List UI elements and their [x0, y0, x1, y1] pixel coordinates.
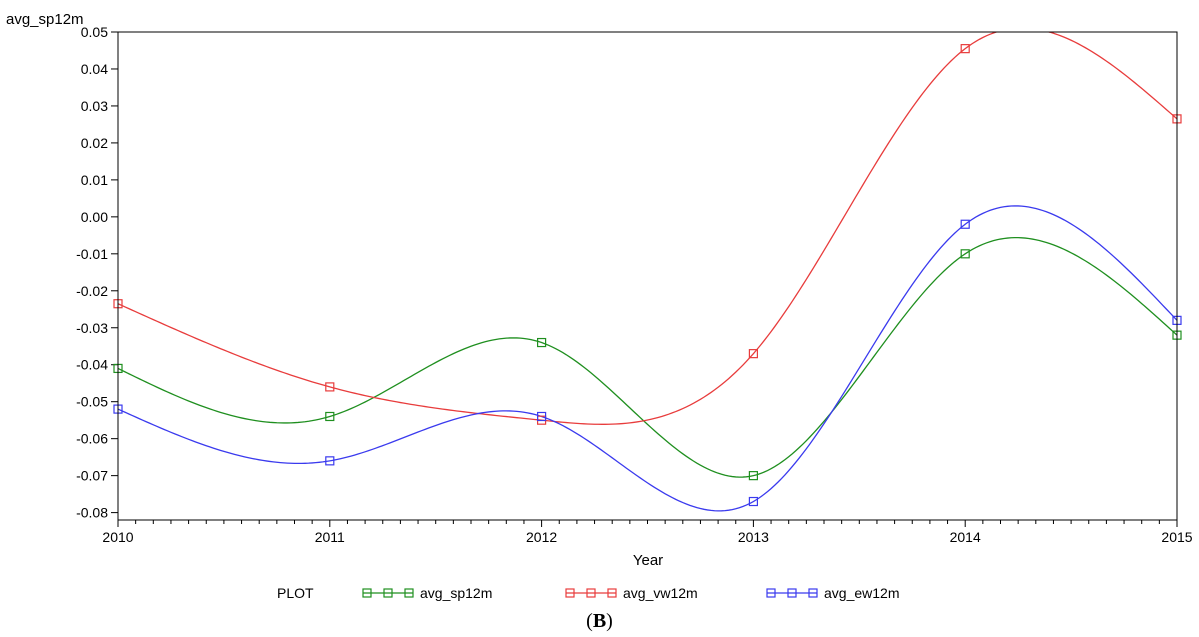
- data-point-avg_ew12m: [325, 456, 335, 466]
- legend-entry-avg_ew12m: avg_ew12m: [766, 585, 900, 601]
- y-tick-label: -0.08: [76, 505, 108, 521]
- x-tick-label: 2012: [526, 529, 557, 545]
- legend-swatch-marker: [404, 588, 414, 598]
- caption-close-paren: ): [606, 610, 613, 632]
- caption-letter: B: [593, 610, 606, 632]
- x-tick-label: 2014: [950, 529, 981, 545]
- figure-caption: (B): [586, 610, 613, 632]
- y-tick-label: 0.00: [81, 209, 108, 225]
- legend-swatch-marker: [586, 588, 596, 598]
- legend-title: PLOT: [277, 585, 314, 601]
- y-tick-label: -0.04: [76, 357, 108, 373]
- x-axis-title: Year: [633, 552, 663, 569]
- data-point-avg_ew12m: [960, 219, 970, 229]
- data-point-avg_sp12m: [325, 411, 335, 422]
- y-tick-label: 0.03: [81, 98, 108, 114]
- y-tick-label: -0.06: [76, 431, 108, 447]
- y-axis-ticks: 0.05 0.04 0.03 0.02 0.01 0.00 -0.01 -0.02 -0.03 -…: [76, 24, 118, 521]
- data-point-avg_vw12m: [960, 44, 970, 54]
- y-tick-label: -0.07: [76, 468, 108, 484]
- legend-swatch-marker: [808, 588, 818, 598]
- legend-swatch-marker: [787, 588, 797, 598]
- x-axis-ticks: 2010 2011 2012 2013 2014 2015: [102, 520, 1193, 545]
- caption-open-paren: (: [586, 610, 593, 632]
- series-line-avg_sp12m: [118, 236, 1177, 478]
- plot-lines: [118, 32, 1177, 512]
- series-line-avg_ew12m: [118, 205, 1177, 512]
- y-tick-label: -0.02: [76, 283, 108, 299]
- legend-swatch-marker: [565, 588, 575, 598]
- data-point-avg_sp12m: [748, 471, 759, 481]
- legend-label: avg_sp12m: [420, 585, 492, 601]
- legend-swatch-marker: [383, 588, 393, 598]
- data-point-avg_sp12m: [960, 249, 970, 259]
- x-tick-label: 2011: [315, 529, 345, 545]
- y-tick-label: -0.03: [76, 320, 108, 336]
- series-line-avg_vw12m: [118, 32, 1177, 425]
- y-tick-label: 0.04: [81, 61, 108, 77]
- data-point-avg_vw12m: [748, 349, 759, 359]
- plot-markers: [113, 44, 1182, 507]
- legend-swatch-marker: [362, 588, 372, 598]
- x-tick-label: 2015: [1161, 529, 1192, 545]
- plot-frame: [117, 31, 1178, 521]
- x-tick-label: 2010: [102, 529, 133, 545]
- legend-label: avg_ew12m: [824, 585, 900, 601]
- y-tick-label: 0.02: [81, 135, 108, 151]
- legend-swatch-marker: [607, 588, 617, 598]
- y-tick-label: -0.05: [76, 394, 108, 410]
- data-point-avg_ew12m: [748, 496, 759, 507]
- y-tick-label: 0.01: [81, 172, 108, 188]
- y-axis-title: avg_sp12m: [6, 11, 84, 28]
- y-tick-label: 0.05: [81, 24, 108, 40]
- y-tick-label: -0.01: [76, 246, 108, 262]
- data-point-avg_vw12m: [325, 382, 335, 392]
- legend-label: avg_vw12m: [623, 585, 698, 601]
- legend: PLOT avg_sp12m avg_vw12m avg_ew12m: [277, 585, 900, 601]
- data-point-avg_sp12m: [536, 337, 547, 348]
- data-point-avg_ew12m: [536, 411, 547, 422]
- legend-entry-avg_sp12m: avg_sp12m: [362, 585, 492, 601]
- legend-entries: avg_sp12m avg_vw12m avg_ew12m: [362, 585, 900, 601]
- x-tick-label: 2013: [738, 529, 769, 545]
- legend-entry-avg_vw12m: avg_vw12m: [565, 585, 698, 601]
- legend-swatch-marker: [766, 588, 776, 598]
